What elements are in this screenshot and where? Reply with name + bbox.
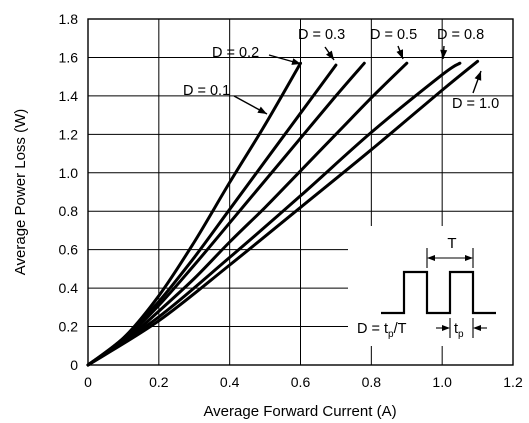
series-line-d-0-3: [86, 61, 366, 367]
series-labels: D = 0.1 D = 0.2 D = 0.3 D = 0.5 D = 0.8 D = 1…: [183, 27, 499, 115]
series-label-d-0-3: D = 0.3: [298, 27, 345, 43]
series-line-d-0-1: [86, 61, 302, 367]
series-label-d-0-1: D = 0.1: [183, 83, 230, 99]
y-tick-label: 1.0: [59, 165, 79, 181]
inset-period-label: T: [447, 235, 456, 252]
period-arrowhead-left: [427, 255, 435, 261]
leader-arrowhead-d-1-0: [474, 71, 482, 81]
y-tick-label: 1.6: [59, 49, 79, 65]
series-label-d-0-2: D = 0.2: [212, 45, 259, 61]
x-tick-label: 1.0: [432, 374, 452, 390]
x-tick-label: 0.8: [362, 374, 382, 390]
inset-tp-label: tp: [454, 321, 464, 340]
leader-arrowhead-d-0-8: [440, 49, 448, 59]
period-arrowhead-right: [465, 255, 473, 261]
tp-arrowhead-right: [473, 325, 481, 331]
inset-duty-formula: D = tp/T: [357, 321, 407, 340]
y-tick-label: 1.2: [59, 126, 79, 142]
x-tick-label: 0.4: [220, 374, 240, 390]
leader-arrowhead-d-0-3: [326, 50, 334, 60]
plot-frame: [87, 18, 514, 366]
series-label-d-1-0: D = 1.0: [452, 96, 499, 112]
leader-arrowhead-d-0-5: [396, 49, 403, 59]
inset-background: [348, 226, 513, 346]
chart-series: [86, 59, 480, 367]
y-tick-label: 0.6: [59, 242, 79, 258]
x-tick-label: 0.2: [149, 374, 169, 390]
leader-arrowhead-d-0-2: [291, 58, 301, 65]
y-tick-label: 0.8: [59, 203, 79, 219]
y-tick-label: 0: [70, 357, 78, 373]
y-tick-label: 0.4: [59, 280, 79, 296]
y-axis-ticks: 0 0.2 0.4 0.6 0.8 1.0 1.2 1.4 1.6 1.8: [59, 11, 79, 373]
y-tick-label: 1.4: [59, 88, 79, 104]
series-line-d-0-8: [86, 61, 462, 367]
x-axis-title: Average Forward Current (A): [203, 403, 396, 420]
x-tick-label: 0.6: [291, 374, 311, 390]
series-label-d-0-5: D = 0.5: [370, 27, 417, 43]
series-line-d-0-5: [86, 61, 409, 367]
duty-cycle-inset: T D = tp/T tp: [348, 226, 513, 346]
series-label-d-0-8: D = 0.8: [437, 27, 484, 43]
series-line-d-1-0: [86, 59, 480, 367]
x-tick-label: 0: [84, 374, 92, 390]
tp-arrowhead-left: [442, 325, 450, 331]
pulse-waveform: [381, 270, 496, 315]
x-tick-label: 1.2: [503, 374, 523, 390]
leader-arrowhead-d-0-1: [257, 106, 267, 114]
y-tick-label: 0.2: [59, 319, 79, 335]
x-axis-ticks: 0 0.2 0.4 0.6 0.8 1.0 1.2: [84, 374, 523, 390]
y-axis-title: Average Power Loss (W): [12, 109, 29, 275]
y-tick-label: 1.8: [59, 11, 79, 27]
series-line-d-0-2: [86, 63, 338, 367]
